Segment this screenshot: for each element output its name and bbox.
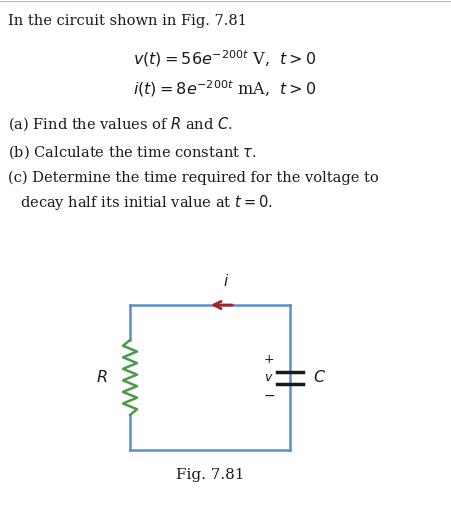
Text: $v$: $v$ xyxy=(264,371,274,384)
Text: $i(t) = 8e^{-200t}$ mA,  $t > 0$: $i(t) = 8e^{-200t}$ mA, $t > 0$ xyxy=(133,78,317,99)
Text: (b) Calculate the time constant $\tau$.: (b) Calculate the time constant $\tau$. xyxy=(8,143,257,161)
Text: (c) Determine the time required for the voltage to: (c) Determine the time required for the … xyxy=(8,171,379,186)
Text: $R$: $R$ xyxy=(97,369,108,386)
Text: $i$: $i$ xyxy=(223,273,230,289)
Text: +: + xyxy=(264,353,274,366)
Text: Fig. 7.81: Fig. 7.81 xyxy=(176,468,244,482)
Text: (a) Find the values of $R$ and $C$.: (a) Find the values of $R$ and $C$. xyxy=(8,115,233,133)
Text: −: − xyxy=(263,388,275,403)
Text: decay half its initial value at $t = 0$.: decay half its initial value at $t = 0$. xyxy=(20,193,273,212)
Text: $C$: $C$ xyxy=(313,369,326,386)
Text: In the circuit shown in Fig. 7.81: In the circuit shown in Fig. 7.81 xyxy=(8,14,247,28)
Text: $v(t) = 56e^{-200t}$ V,  $t > 0$: $v(t) = 56e^{-200t}$ V, $t > 0$ xyxy=(133,48,317,69)
